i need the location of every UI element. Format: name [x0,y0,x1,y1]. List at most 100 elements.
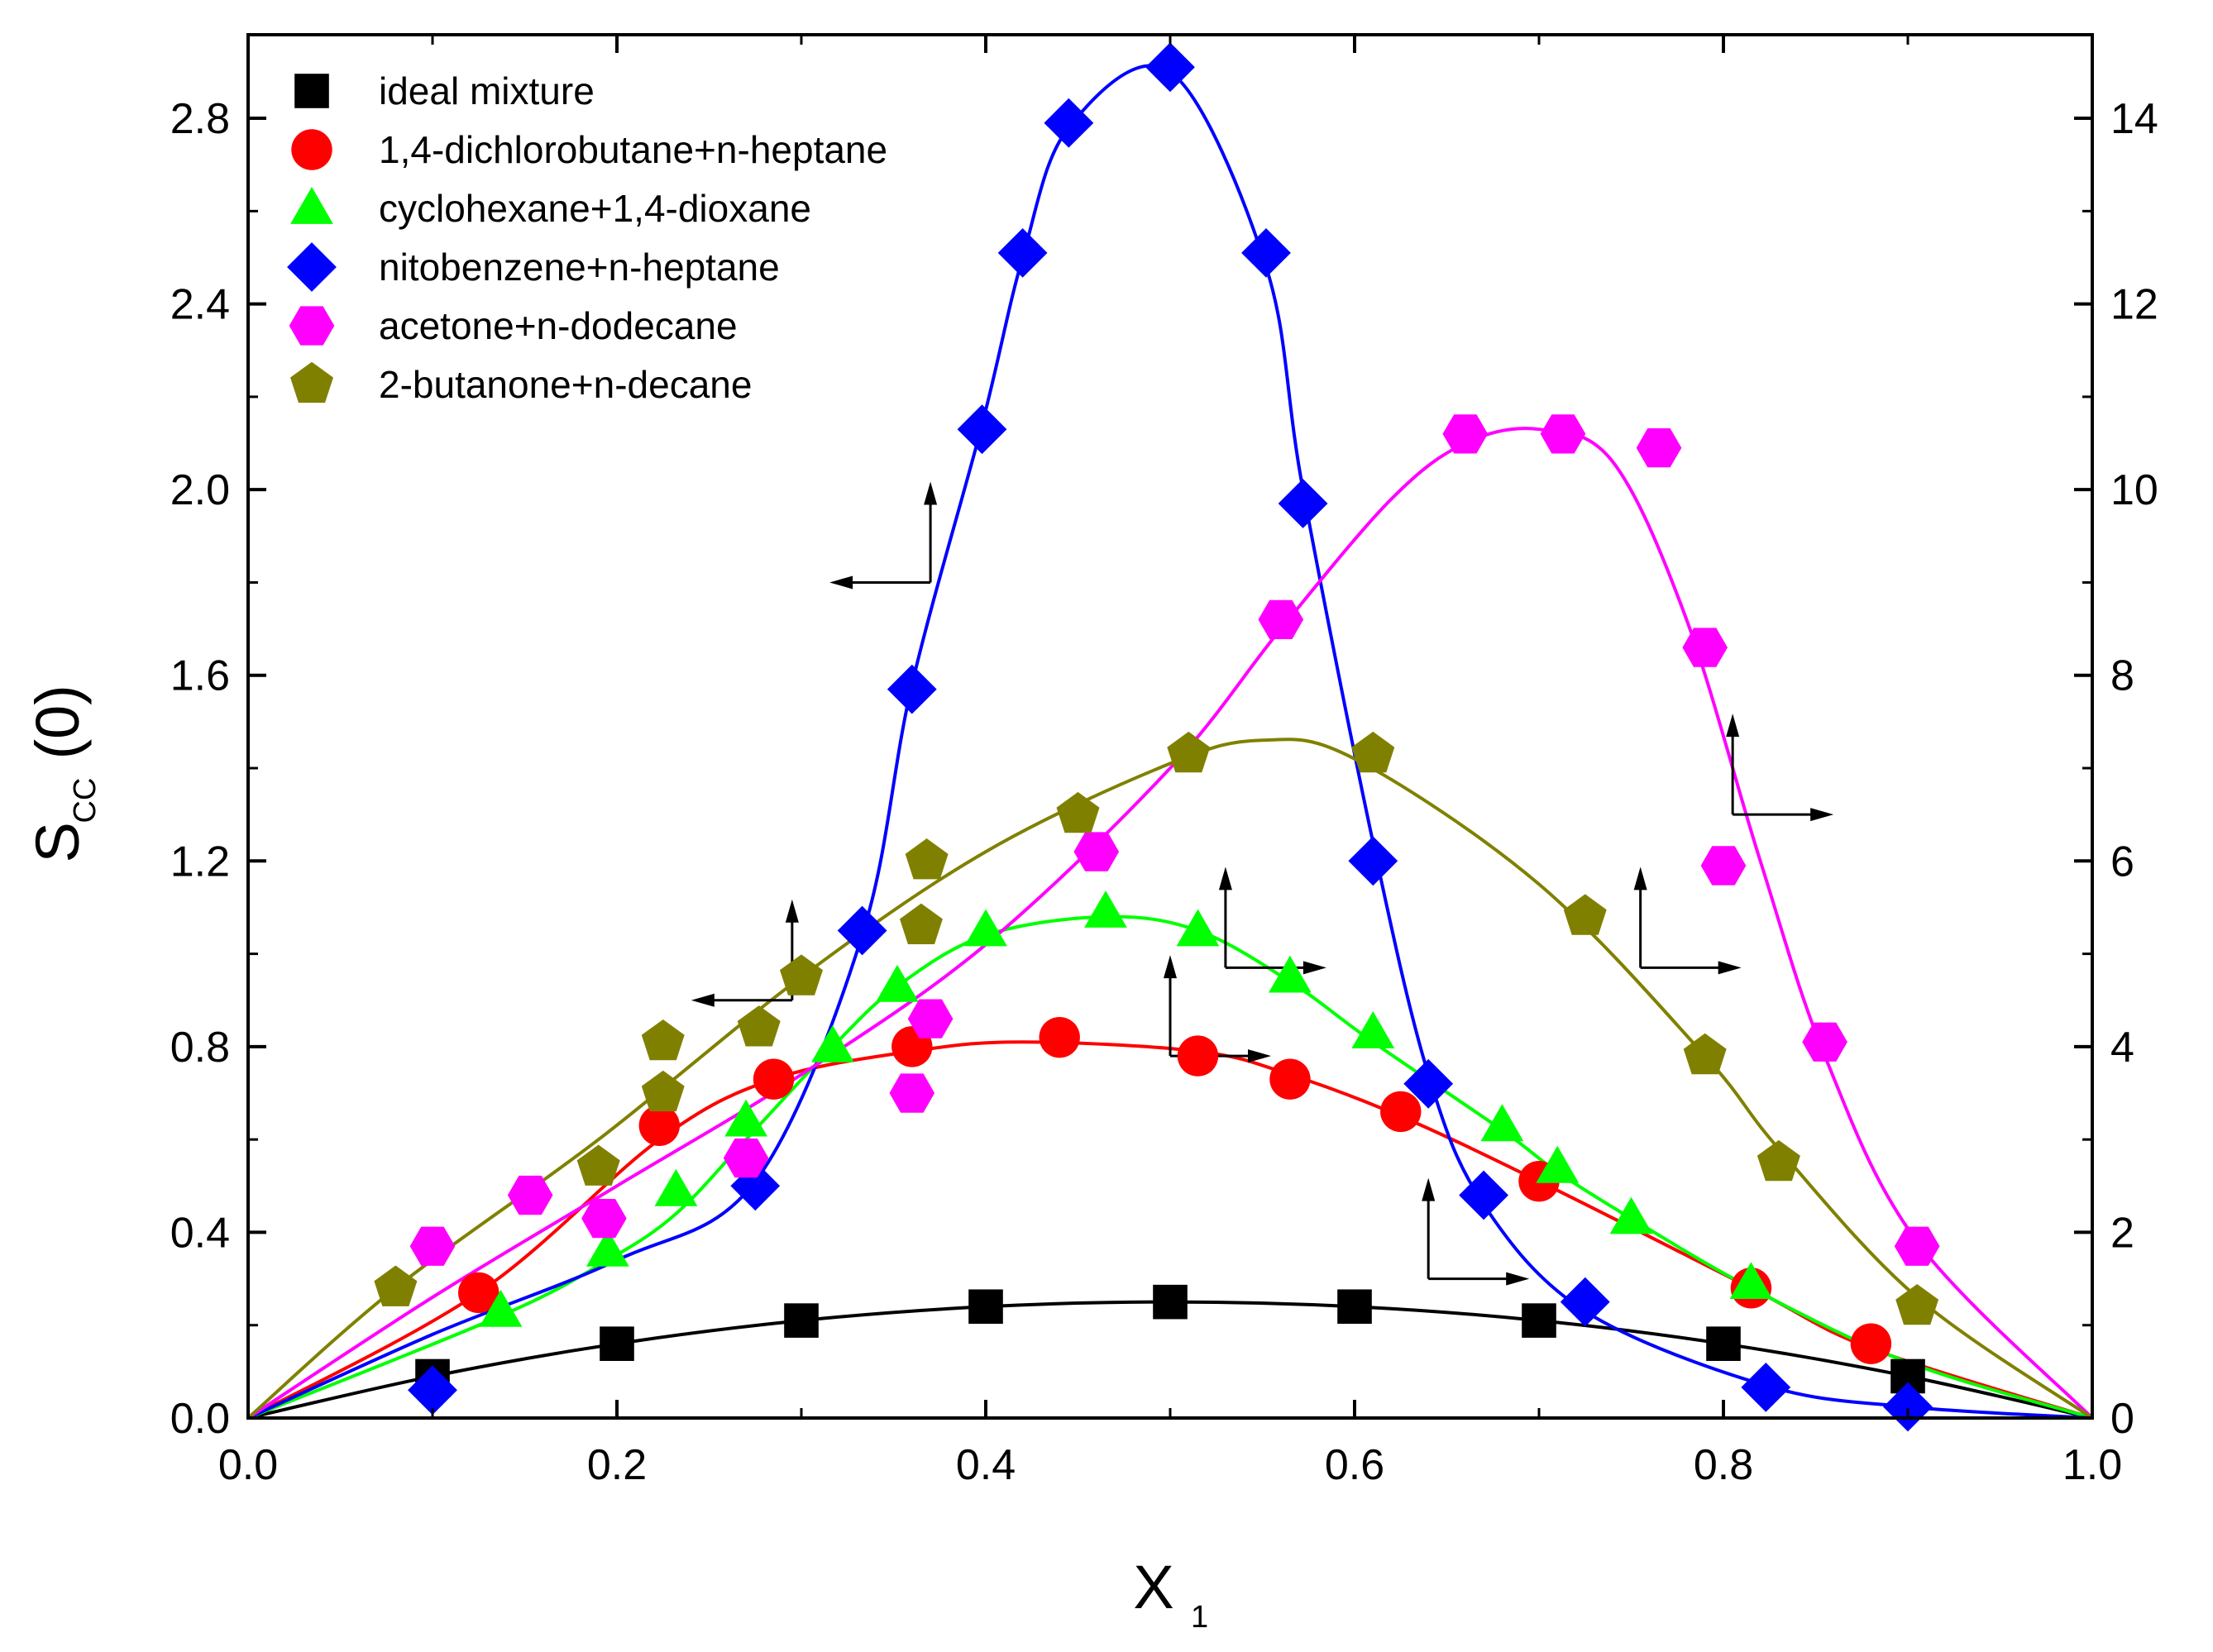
data-point-s4-11 [1682,628,1728,667]
arrow-head-up [1726,714,1740,738]
data-point-s4-8 [1442,414,1489,454]
y-left-tick-label: 1.2 [170,838,230,886]
data-point-s0-2 [784,1303,819,1338]
arrow-head-right [1248,1049,1271,1063]
legend-label-1: 1,4-dichlorobutane+n-heptane [379,128,887,171]
axis-arrow-3 [1164,955,1271,1063]
y-right-tick-label: 8 [2110,652,2134,700]
y-left-tick-label: 0.4 [170,1209,230,1257]
data-point-s2-14 [1729,1262,1773,1299]
data-point-s4-6 [1073,832,1120,871]
y-left-tick-label: 2.8 [170,95,230,143]
legend-label-4: acetone+n-dodecane [379,304,738,347]
data-point-s0-5 [1337,1289,1372,1325]
y-right-tick-label: 6 [2110,838,2134,886]
y-axis-title-suffix: (0) [23,685,92,759]
data-point-s2-12 [1536,1145,1580,1183]
legend-label-0: ideal mixture [379,69,595,112]
data-point-s3-3 [887,664,937,714]
data-point-s2-8 [1176,909,1220,947]
legend-marker-2 [290,187,333,224]
y-right-tick-label: 2 [2110,1209,2134,1257]
arrow-head-up [1164,955,1177,979]
data-point-s2-2 [654,1168,698,1206]
legend-entry-2: cyclohexane+1,4-dioxane [290,187,811,230]
y-axis-title-main: S [23,822,92,862]
data-point-s4-7 [1258,599,1304,639]
y-axis-title: SCC (0) [23,685,103,862]
arrow-head-up [785,899,799,923]
legend-entry-3: nitobenzene+n-heptane [287,242,780,292]
legend-label-2: cyclohexane+1,4-dioxane [379,187,811,230]
arrow-head-up [1218,867,1232,890]
legend-entry-4: acetone+n-dodecane [289,304,738,347]
data-point-s4-4 [889,1073,935,1113]
legend: ideal mixture 1,4-dichlorobutane+n-heptan… [287,69,887,406]
data-point-s5-11 [1563,894,1607,935]
data-point-s4-0 [409,1226,456,1266]
data-point-s5-0 [374,1265,418,1306]
legend-label-3: nitobenzene+n-heptane [379,246,780,289]
data-point-s1-5 [1177,1035,1219,1077]
data-point-s2-7 [1084,890,1127,928]
data-point-s4-9 [1540,414,1586,454]
data-point-s5-14 [1895,1284,1939,1325]
legend-marker-3 [287,242,337,292]
data-point-s5-13 [1757,1139,1800,1182]
data-points [374,42,1940,1432]
y-right-tick-label: 14 [2110,95,2158,143]
data-point-s2-4 [811,1024,854,1062]
y-right-tick-label: 10 [2110,466,2158,514]
data-point-s0-1 [600,1326,634,1361]
fit-curve-2 [247,914,2093,1420]
data-point-s4-14 [1894,1226,1940,1266]
y-left-tick-label: 0.0 [170,1395,230,1443]
data-point-s0-7 [1706,1326,1741,1361]
y-right-tick-label: 0 [2110,1395,2134,1443]
data-point-s2-3 [724,1099,767,1137]
x-tick-label: 0.8 [1694,1441,1753,1489]
data-point-s0-4 [1153,1284,1188,1320]
axis-arrow-6 [1422,1177,1530,1286]
data-point-s3-0 [408,1365,457,1416]
data-point-s5-12 [1683,1033,1727,1075]
data-point-s5-7 [905,838,949,880]
data-point-s2-0 [479,1289,523,1327]
legend-marker-1 [291,129,332,170]
data-point-s1-2 [753,1058,795,1100]
arrow-head-left [829,575,853,590]
data-point-s3-8 [1241,228,1291,278]
x-tick-label: 0.6 [1325,1441,1384,1489]
y-right-tick-label: 12 [2110,281,2158,329]
data-point-s4-10 [1636,428,1682,468]
data-point-s3-13 [1560,1277,1610,1327]
y-right-tick-label: 4 [2110,1024,2134,1072]
axis-arrow-0 [829,481,938,590]
data-point-s3-1 [730,1161,781,1211]
data-point-s2-11 [1480,1104,1524,1142]
data-point-s4-1 [507,1175,553,1215]
data-point-s0-3 [968,1289,1003,1325]
y-axis-title-subscript: CC [68,778,103,824]
data-point-s5-3 [641,1019,685,1061]
data-point-s1-4 [1039,1016,1080,1058]
data-point-s4-2 [581,1199,627,1239]
legend-marker-0 [294,74,329,108]
data-point-s4-13 [1802,1022,1847,1062]
data-point-s3-9 [1278,479,1328,528]
data-point-s3-6 [1044,98,1094,148]
arrow-head-right [1810,808,1834,822]
data-point-s1-7 [1380,1091,1422,1133]
data-point-s1-6 [1269,1058,1311,1100]
legend-label-5: 2-butanone+n-decane [379,363,752,406]
data-point-s3-15 [1883,1382,1933,1432]
x-tick-label: 0.4 [956,1441,1016,1489]
fit-curve-1 [247,1040,2093,1420]
data-point-s4-12 [1700,846,1747,886]
data-point-s1-0 [458,1272,499,1314]
data-point-s3-11 [1403,1058,1454,1109]
x-axis-title: X [1133,1553,1173,1621]
data-point-s2-13 [1609,1196,1653,1234]
